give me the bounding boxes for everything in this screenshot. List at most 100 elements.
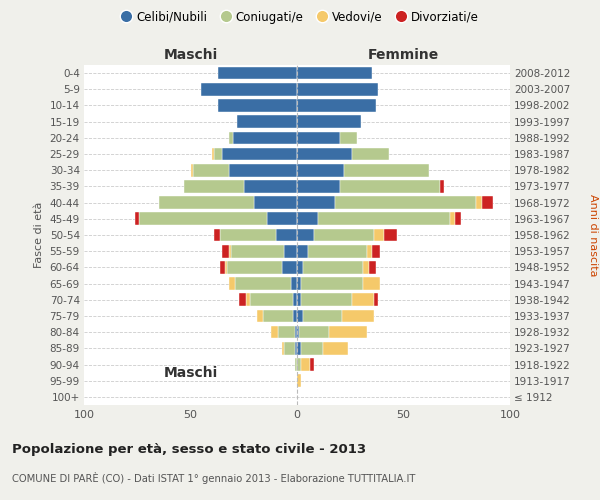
Bar [367,245,371,258]
Bar [271,326,278,338]
Bar [297,180,340,192]
Bar [370,261,376,274]
Bar [218,67,297,80]
Bar [220,261,224,274]
Bar [304,310,342,322]
Bar [223,148,297,160]
Bar [385,228,397,241]
Bar [295,342,297,354]
Bar [297,358,301,371]
Bar [254,196,297,209]
Bar [301,294,352,306]
Bar [158,196,254,209]
Bar [374,228,385,241]
Bar [224,261,227,274]
Bar [314,228,374,241]
Bar [244,180,297,192]
Text: Maschi: Maschi [163,366,218,380]
Bar [229,278,235,290]
Bar [342,310,374,322]
Bar [374,294,378,306]
Bar [227,261,282,274]
Bar [297,148,352,160]
Bar [301,342,323,354]
Bar [308,245,367,258]
Bar [455,212,461,225]
Bar [297,116,361,128]
Bar [297,164,344,176]
Bar [135,212,139,225]
Bar [352,148,389,160]
Bar [323,342,348,354]
Bar [278,326,295,338]
Bar [295,358,297,371]
Bar [297,99,376,112]
Bar [310,358,314,371]
Text: Maschi: Maschi [163,48,218,62]
Legend: Celibi/Nubili, Coniugati/e, Vedovi/e, Divorziati/e: Celibi/Nubili, Coniugati/e, Vedovi/e, Di… [117,6,483,28]
Bar [263,310,293,322]
Bar [193,164,229,176]
Bar [290,278,297,290]
Bar [282,342,284,354]
Bar [293,294,297,306]
Bar [482,196,493,209]
Bar [295,326,297,338]
Bar [319,212,451,225]
Bar [297,67,371,80]
Bar [304,261,363,274]
Bar [284,342,295,354]
Bar [214,148,223,160]
Text: Femmine: Femmine [368,48,439,62]
Bar [235,278,290,290]
Bar [344,164,429,176]
Bar [335,196,476,209]
Bar [139,212,267,225]
Bar [184,180,244,192]
Bar [239,294,246,306]
Bar [297,196,335,209]
Bar [276,228,297,241]
Bar [191,164,193,176]
Bar [297,326,299,338]
Y-axis label: Fasce di età: Fasce di età [34,202,44,268]
Bar [440,180,444,192]
Bar [297,228,314,241]
Bar [233,132,297,144]
Text: COMUNE DI PARÈ (CO) - Dati ISTAT 1° gennaio 2013 - Elaborazione TUTTITALIA.IT: COMUNE DI PARÈ (CO) - Dati ISTAT 1° genn… [12,472,415,484]
Bar [229,245,231,258]
Bar [329,326,367,338]
Bar [363,278,380,290]
Bar [301,278,363,290]
Bar [297,212,319,225]
Bar [340,132,356,144]
Bar [284,245,297,258]
Bar [218,99,297,112]
Bar [297,261,304,274]
Bar [301,358,310,371]
Bar [297,132,340,144]
Bar [476,196,482,209]
Bar [451,212,455,225]
Bar [297,245,308,258]
Bar [340,180,440,192]
Bar [201,83,297,96]
Bar [297,342,301,354]
Bar [231,245,284,258]
Bar [297,374,301,387]
Bar [250,294,293,306]
Bar [267,212,297,225]
Bar [293,310,297,322]
Bar [229,132,233,144]
Bar [297,278,301,290]
Bar [220,228,276,241]
Bar [223,245,229,258]
Bar [212,148,214,160]
Bar [246,294,250,306]
Bar [282,261,297,274]
Y-axis label: Anni di nascita: Anni di nascita [587,194,598,276]
Text: Popolazione per età, sesso e stato civile - 2013: Popolazione per età, sesso e stato civil… [12,442,366,456]
Bar [363,261,370,274]
Bar [297,310,304,322]
Bar [297,83,378,96]
